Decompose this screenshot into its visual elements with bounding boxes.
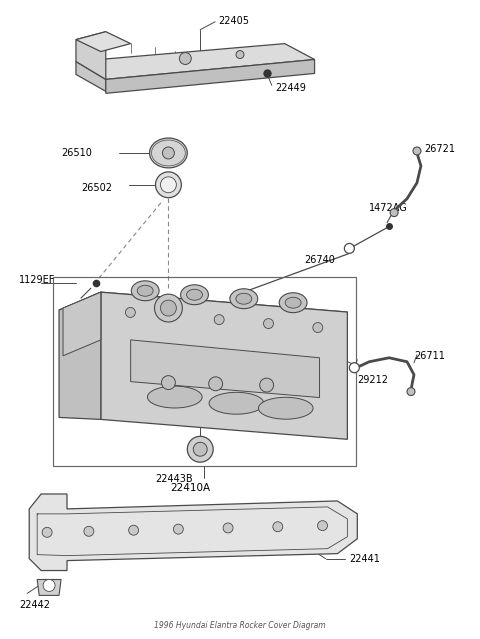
Polygon shape	[59, 292, 101, 419]
Circle shape	[413, 147, 421, 155]
Circle shape	[162, 147, 174, 159]
Circle shape	[193, 442, 207, 456]
Text: 22442: 22442	[19, 600, 50, 610]
Ellipse shape	[279, 293, 307, 312]
Ellipse shape	[137, 285, 153, 296]
Polygon shape	[101, 292, 348, 439]
Ellipse shape	[187, 289, 203, 300]
Circle shape	[264, 319, 274, 328]
Text: 26740: 26740	[305, 256, 336, 265]
Text: 22410A: 22410A	[170, 483, 211, 493]
Circle shape	[214, 314, 224, 325]
Text: 26510: 26510	[61, 148, 92, 158]
Circle shape	[349, 363, 360, 373]
Circle shape	[155, 294, 182, 322]
Polygon shape	[59, 292, 348, 332]
Polygon shape	[76, 43, 314, 79]
Circle shape	[273, 522, 283, 532]
Circle shape	[223, 523, 233, 533]
Circle shape	[236, 50, 244, 59]
Ellipse shape	[258, 397, 313, 419]
Polygon shape	[131, 340, 320, 397]
Bar	[53, 277, 356, 466]
Polygon shape	[63, 292, 101, 356]
Polygon shape	[29, 494, 357, 571]
Circle shape	[42, 527, 52, 537]
Text: 22449: 22449	[275, 83, 306, 93]
Text: 29212: 29212	[357, 374, 388, 385]
Ellipse shape	[209, 392, 264, 414]
Circle shape	[84, 527, 94, 536]
Text: 26502: 26502	[81, 183, 112, 193]
Circle shape	[161, 376, 175, 390]
Polygon shape	[76, 32, 131, 52]
Circle shape	[160, 300, 176, 316]
Polygon shape	[37, 580, 61, 596]
Circle shape	[160, 177, 176, 193]
Circle shape	[125, 307, 135, 318]
Polygon shape	[76, 32, 106, 79]
Text: 22443B: 22443B	[156, 474, 193, 484]
Circle shape	[260, 378, 274, 392]
Circle shape	[390, 209, 398, 217]
Circle shape	[173, 524, 183, 534]
Text: 22405: 22405	[218, 16, 249, 26]
Ellipse shape	[230, 289, 258, 309]
Circle shape	[129, 525, 139, 535]
Ellipse shape	[147, 386, 202, 408]
Circle shape	[344, 243, 354, 254]
Text: 1996 Hyundai Elantra Rocker Cover Diagram: 1996 Hyundai Elantra Rocker Cover Diagra…	[154, 621, 326, 630]
Text: 22441: 22441	[349, 553, 380, 564]
Ellipse shape	[150, 138, 187, 168]
Circle shape	[165, 311, 175, 321]
Text: 26711: 26711	[414, 351, 445, 361]
Text: 1472AG: 1472AG	[369, 203, 408, 213]
Ellipse shape	[285, 297, 301, 308]
Polygon shape	[76, 61, 106, 91]
Circle shape	[156, 172, 181, 197]
Circle shape	[318, 521, 327, 530]
Circle shape	[43, 580, 55, 592]
Ellipse shape	[131, 281, 159, 301]
Circle shape	[180, 52, 192, 65]
Circle shape	[209, 377, 223, 390]
Circle shape	[313, 323, 323, 332]
Text: 1129EF: 1129EF	[19, 275, 56, 285]
Polygon shape	[106, 59, 314, 93]
Circle shape	[407, 388, 415, 396]
Ellipse shape	[236, 293, 252, 304]
Text: 26721: 26721	[424, 144, 455, 154]
Circle shape	[187, 436, 213, 462]
Ellipse shape	[180, 285, 208, 305]
